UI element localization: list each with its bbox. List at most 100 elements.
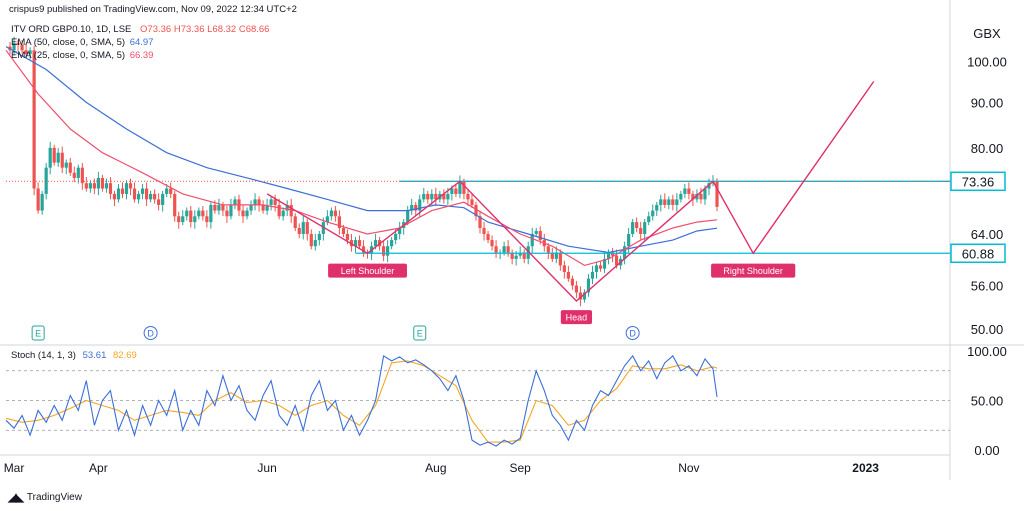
time-tick-label: Apr xyxy=(89,461,108,475)
candle-body xyxy=(357,240,362,247)
candle-body xyxy=(253,199,257,205)
candle-body xyxy=(309,233,313,247)
candle-body xyxy=(325,216,329,223)
time-tick-label: Nov xyxy=(678,461,699,475)
candle-body xyxy=(48,147,52,168)
tradingview-logo-icon: ◢◣ xyxy=(8,492,24,504)
candle-body xyxy=(526,246,530,259)
candle-body xyxy=(406,210,410,223)
candle-body xyxy=(60,152,64,168)
candle-body xyxy=(265,204,269,211)
price-level-badge xyxy=(950,171,1006,192)
candle-body xyxy=(52,147,56,163)
candle-body xyxy=(623,246,627,259)
candle-body xyxy=(173,193,177,217)
candle-body xyxy=(16,42,20,45)
candle-body xyxy=(707,183,711,189)
candle-body xyxy=(157,199,161,205)
candle-body xyxy=(72,172,76,178)
candle-body xyxy=(345,233,350,241)
candle-body xyxy=(398,227,402,234)
candle-body xyxy=(205,216,209,223)
price-tick-label: 80.00 xyxy=(971,141,1004,156)
candle-body xyxy=(610,252,615,256)
candle-body xyxy=(225,210,229,217)
candle-body xyxy=(570,278,574,286)
ema50-value: 64.97 xyxy=(129,37,154,48)
price-tick-label: 100.00 xyxy=(967,55,1007,70)
candle-body xyxy=(486,233,490,241)
candle-body xyxy=(277,204,281,217)
symbol-legend: ITV ORD GBP0.10, 1D, LSE O73.36 H73.36 L… xyxy=(11,24,269,35)
candle-body xyxy=(321,222,325,234)
candle-body xyxy=(430,193,434,200)
candle-body xyxy=(434,193,438,200)
event-label: D xyxy=(147,329,154,339)
candle-body xyxy=(76,167,80,178)
candle-body xyxy=(462,181,466,194)
candle-body xyxy=(699,193,703,200)
candle-body xyxy=(474,204,478,217)
candle-body xyxy=(558,252,562,266)
candle-body xyxy=(317,233,321,241)
price-tick-label: 64.00 xyxy=(971,227,1004,242)
event-label: D xyxy=(629,329,636,339)
price-level-label: 73.36 xyxy=(962,174,995,189)
event-label: E xyxy=(35,329,41,339)
candle-body xyxy=(189,210,193,223)
stoch-tick-label: 50.00 xyxy=(971,394,1004,409)
candle-body xyxy=(177,216,181,223)
candle-body xyxy=(261,204,265,211)
candle-body xyxy=(28,50,32,55)
candle-body xyxy=(442,193,446,200)
candle-body xyxy=(217,204,221,211)
candle-body xyxy=(269,199,273,205)
candle-body xyxy=(602,258,607,269)
candle-body xyxy=(470,199,474,205)
candle-body xyxy=(116,188,121,200)
pattern-label: Left Shoulder xyxy=(341,266,395,276)
candle-body xyxy=(124,183,129,194)
candle-body xyxy=(562,265,566,272)
candle-body xyxy=(614,255,619,266)
candle-body xyxy=(606,252,611,259)
candle-body xyxy=(281,210,285,217)
publish-byline: crispus9 published on TradingView.com, N… xyxy=(9,4,297,15)
candle-body xyxy=(273,199,277,205)
candle-body xyxy=(169,188,173,194)
pattern-projection xyxy=(712,81,875,255)
candle-body xyxy=(466,193,470,200)
candle-body xyxy=(132,188,137,200)
price-level-label: 60.88 xyxy=(962,246,995,261)
candle-body xyxy=(679,193,683,200)
candle-body xyxy=(285,204,289,211)
ohlc-close: C68.66 xyxy=(238,24,270,35)
candle-body xyxy=(554,252,558,259)
candle-body xyxy=(667,199,671,205)
stoch-legend[interactable]: Stoch (14, 1, 3) 53.61 82.69 xyxy=(11,350,137,361)
dividend-icon xyxy=(143,326,158,340)
candle-body xyxy=(153,193,157,200)
tradingview-logo[interactable]: ◢◣ TradingView xyxy=(8,491,82,504)
candle-body xyxy=(594,265,599,272)
pattern-zigzag xyxy=(266,180,714,302)
time-tick-label: Mar xyxy=(4,461,25,475)
candle-body xyxy=(586,278,591,293)
candle-body xyxy=(663,199,667,205)
candle-body xyxy=(518,252,522,256)
candle-body xyxy=(422,193,426,200)
candle-body xyxy=(245,210,249,217)
ema50-label: EMA (50, close, 0, SMA, 5) xyxy=(11,37,126,48)
time-tick-label: Sep xyxy=(509,461,531,475)
candle-body xyxy=(233,199,237,205)
pattern-label: Head xyxy=(566,313,588,323)
earnings-icon xyxy=(413,325,427,341)
ema25-legend[interactable]: EMA (25, close, 0, SMA, 5) 66.39 xyxy=(11,50,153,61)
price-tick-label: 50.00 xyxy=(971,322,1004,337)
candle-body xyxy=(144,188,149,200)
ema50-legend[interactable]: EMA (50, close, 0, SMA, 5) 64.97 xyxy=(11,37,153,48)
candle-body xyxy=(32,50,36,189)
candle-body xyxy=(386,246,390,256)
ohlc-high: H73.36 xyxy=(173,24,205,35)
